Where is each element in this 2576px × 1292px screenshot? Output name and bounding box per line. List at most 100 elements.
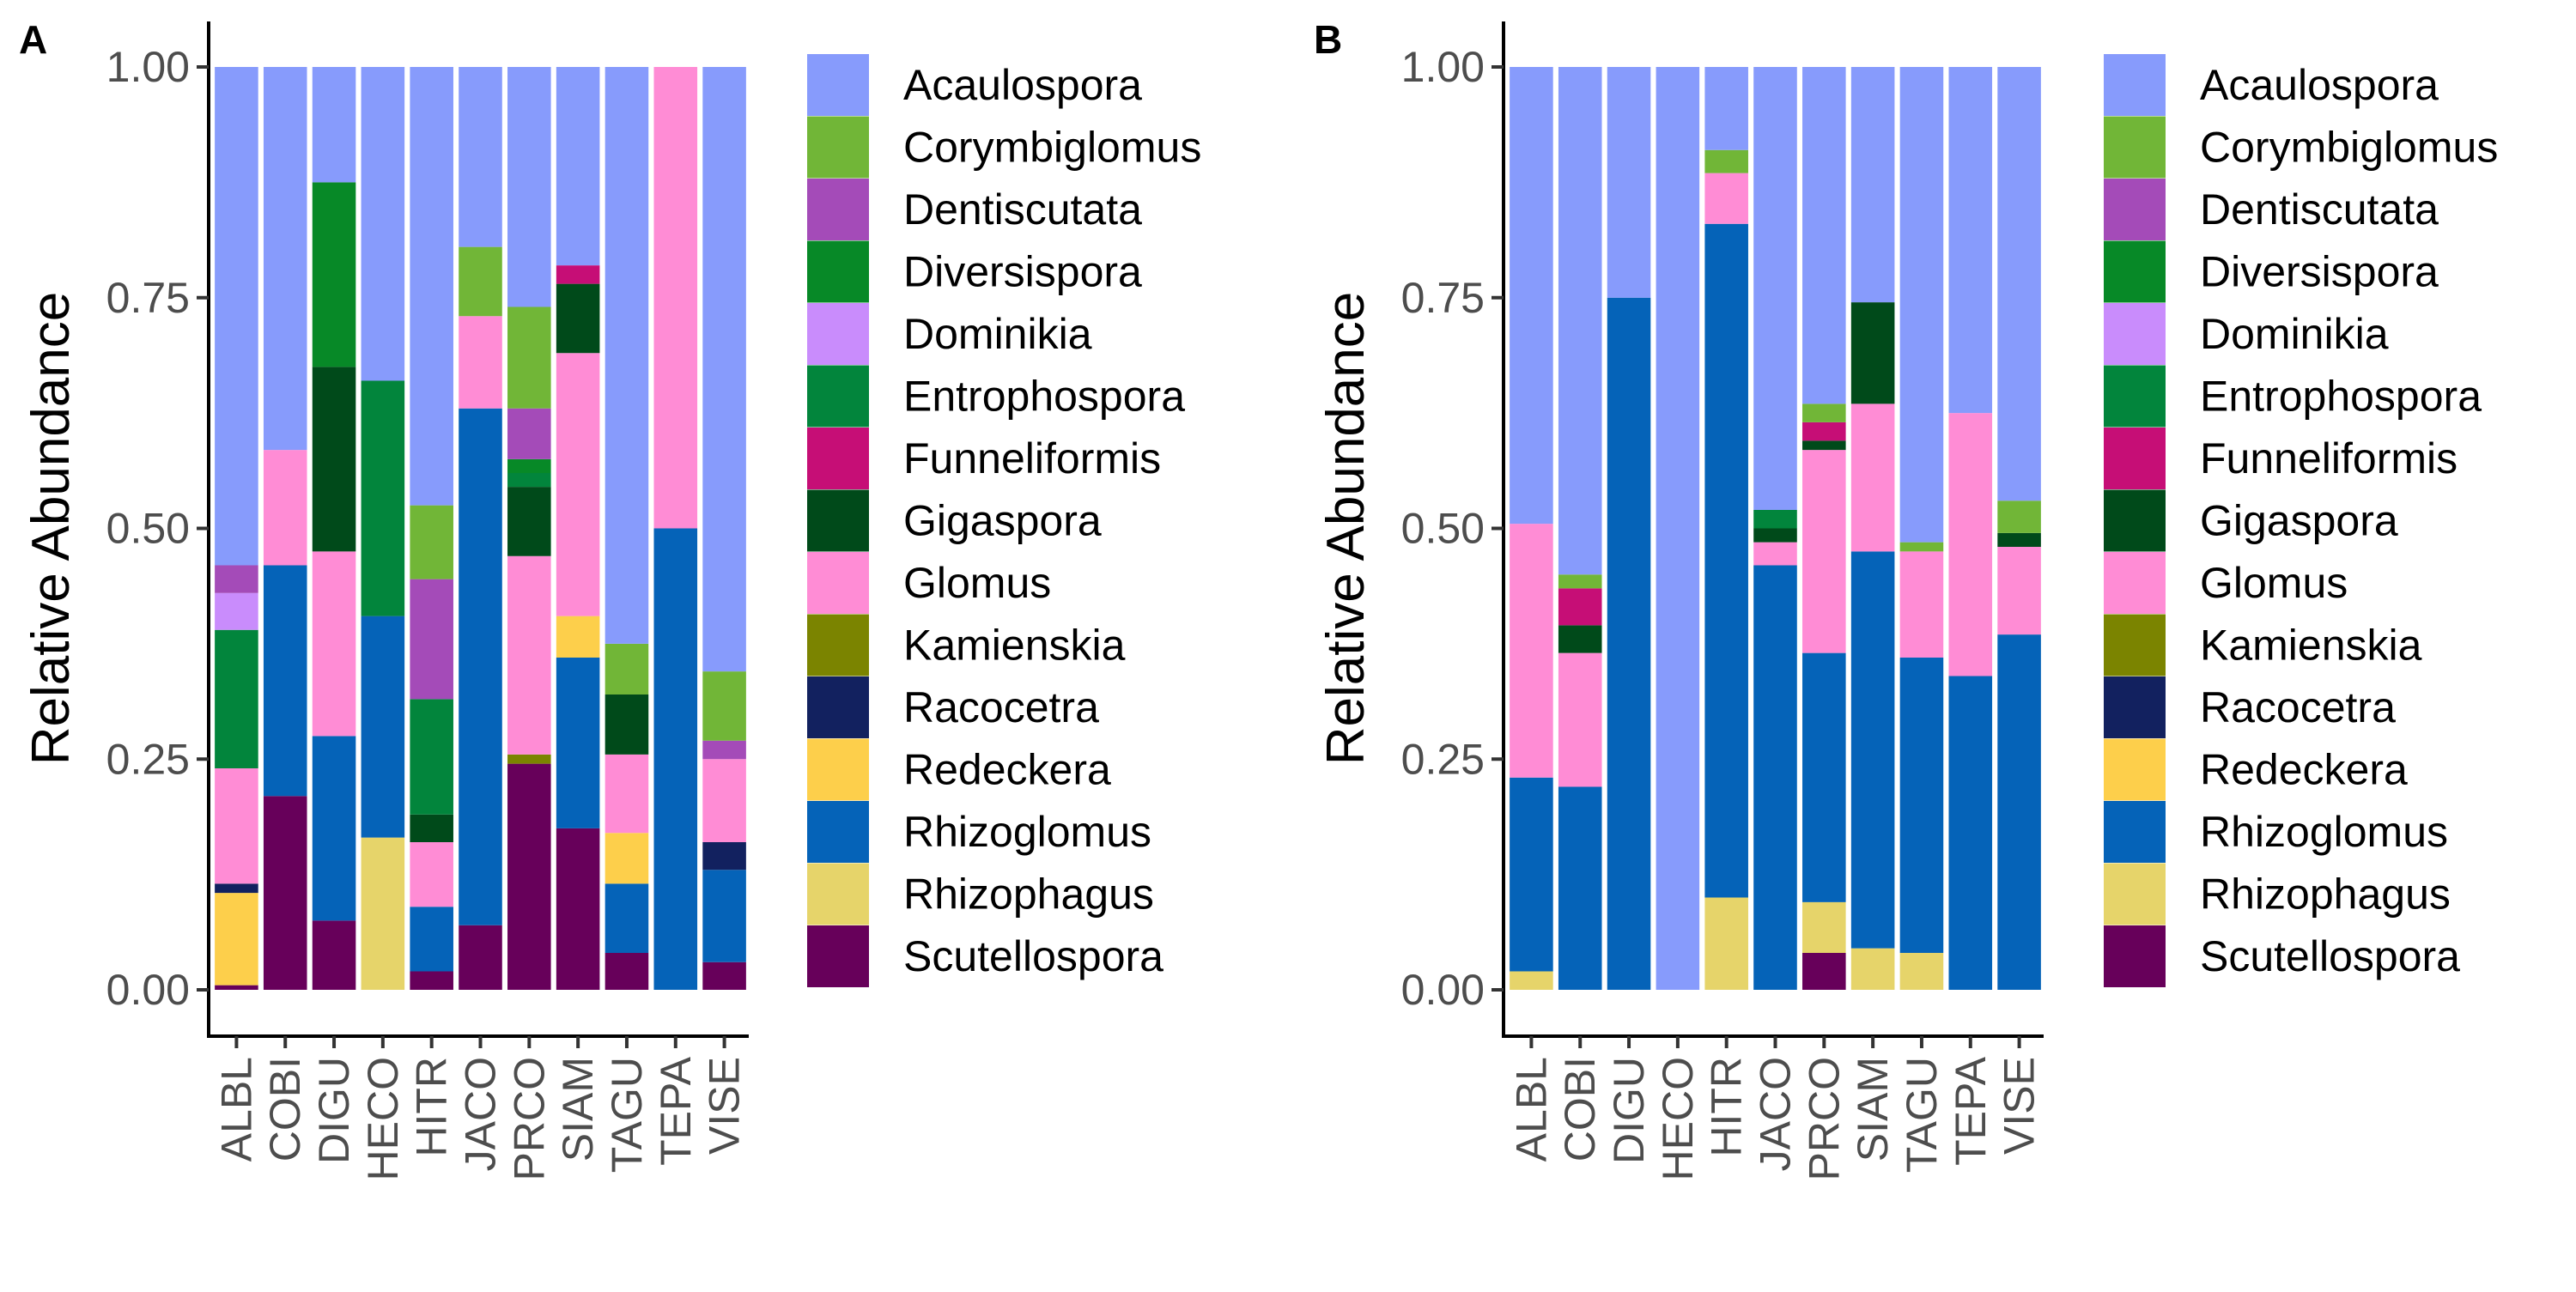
bar-segment-jaco-scutellospora [459, 925, 502, 990]
x-tick-label-siam: SIAM [1849, 1057, 1897, 1162]
x-tick-label-cobi: COBI [261, 1057, 309, 1162]
legend-label-scutellospora: Scutellospora [2200, 932, 2460, 980]
bar-segment-vise-rhizoglomus [1997, 634, 2041, 990]
legend-swatch-corymbiglomus [807, 116, 869, 179]
y-tick-label: 0.25 [106, 735, 190, 783]
bar-segment-prco-kamienskia [507, 754, 551, 764]
legend-label-dentiscutata: Dentiscutata [903, 185, 1142, 234]
bar-segment-siam-rhizoglomus [556, 658, 600, 828]
bar-segment-tagu-glomus [605, 754, 649, 834]
bar-segment-hitr-glomus [1704, 173, 1748, 224]
bar-segment-siam-rhizophagus [1850, 948, 1895, 990]
bar-segment-albl-entrophospora [215, 629, 258, 768]
bar-segment-siam-redeckera [556, 616, 600, 658]
bar-segment-vise-acaulospora [1997, 67, 2041, 501]
bar-segment-prco-rhizoglomus [1802, 652, 1846, 902]
bar-segment-tagu-rhizophagus [1899, 953, 1944, 990]
bar-segment-vise-dentiscutata [702, 740, 746, 760]
legend-swatch-gigaspora [2104, 489, 2166, 552]
legend-label-corymbiglomus: Corymbiglomus [2200, 124, 2498, 172]
legend-swatch-diversispora [2104, 240, 2166, 303]
x-tick-label-vise: VISE [1996, 1057, 2044, 1155]
legend-swatch-racocetra [2104, 676, 2166, 738]
bar-segment-prco-corymbiglomus [1802, 403, 1846, 422]
bar-segment-tagu-rhizoglomus [605, 883, 649, 953]
x-tick-label-heco: HECO [1654, 1057, 1702, 1180]
bar-segment-tepa-acaulospora [1948, 67, 1993, 414]
x-tick-label-albl: ALBL [212, 1057, 260, 1162]
y-tick-label: 1.00 [1401, 43, 1485, 91]
bar-segment-heco-entrophospora [361, 380, 405, 616]
x-tick-label-hitr: HITR [1703, 1057, 1751, 1157]
y-axis-label: Relative Abundance [21, 292, 81, 766]
bar-segment-hitr-corymbiglomus [1704, 149, 1748, 173]
bar-segment-jaco-acaulospora [1753, 67, 1797, 510]
bar-segment-siam-gigaspora [1850, 302, 1895, 404]
legend-swatch-racocetra [807, 676, 869, 738]
bar-segment-tagu-corymbiglomus [1899, 542, 1944, 552]
bar-segment-cobi-glomus [263, 450, 307, 566]
bar-segment-hitr-glomus [410, 842, 453, 907]
legend-label-acaulospora: Acaulospora [2200, 61, 2439, 109]
bar-segment-jaco-glomus [1753, 542, 1797, 566]
legend-label-rhizophagus: Rhizophagus [903, 870, 1154, 919]
bar-segment-prco-acaulospora [1802, 67, 1846, 404]
x-tick-label-jaco: JACO [1752, 1057, 1800, 1171]
legend-swatch-dominikia [807, 303, 869, 365]
bar-segment-siam-rhizoglomus [1850, 551, 1895, 949]
bar-segment-heco-acaulospora [361, 67, 405, 381]
y-tick-label: 0.75 [106, 274, 190, 322]
legend-swatch-entrophospora [2104, 365, 2166, 428]
legend-swatch-rhizophagus [807, 863, 869, 925]
legend-swatch-dominikia [2104, 303, 2166, 365]
bar-segment-tagu-rhizoglomus [1899, 658, 1944, 953]
bar-segment-jaco-rhizoglomus [1753, 565, 1797, 990]
y-axis-label: Relative Abundance [1316, 292, 1376, 766]
legend-swatch-acaulospora [807, 54, 869, 116]
bar-segment-hitr-gigaspora [410, 814, 453, 842]
panel-b: B Relative Abundance 0.00 0.25 0.50 0.75 1.00 A… [1314, 17, 2498, 1180]
bar-segment-heco-rhizoglomus [361, 616, 405, 838]
bar-segment-tagu-glomus [1899, 551, 1944, 658]
bar-segment-cobi-acaulospora [1558, 67, 1602, 575]
bar-segment-digu-rhizoglomus [1607, 297, 1651, 990]
legend-label-rhizoglomus: Rhizoglomus [903, 808, 1151, 856]
legend-label-kamienskia: Kamienskia [903, 622, 1126, 670]
legend-swatch-scutellospora [2104, 925, 2166, 987]
x-tick-label-cobi: COBI [1556, 1057, 1604, 1162]
legend-label-redeckera: Redeckera [2200, 746, 2408, 794]
bar-segment-albl-glomus [215, 768, 258, 884]
bar-segment-siam-scutellospora [556, 828, 600, 990]
bar-segment-digu-glomus [312, 551, 356, 737]
legend-label-gigaspora: Gigaspora [903, 497, 1102, 545]
bar-segment-albl-scutellospora [215, 985, 258, 990]
legend-label-dominikia: Dominikia [903, 310, 1092, 358]
bar-segment-heco-rhizophagus [361, 837, 405, 990]
legend-swatch-glomus [2104, 552, 2166, 614]
legend-label-diversispora: Diversispora [2200, 248, 2439, 296]
legend-swatch-redeckera [2104, 738, 2166, 801]
bar-segment-jaco-glomus [459, 316, 502, 409]
bar-segment-albl-dominikia [215, 592, 258, 630]
x-tick-label-tagu: TAGU [1898, 1057, 1946, 1173]
x-tick-label-prco: PRCO [1800, 1057, 1848, 1180]
bar-segment-hitr-scutellospora [410, 971, 453, 990]
x-tick-label-vise: VISE [701, 1057, 749, 1155]
bar-segment-albl-rhizoglomus [1510, 777, 1553, 972]
legend-swatch-funneliformis [807, 428, 869, 489]
bar-segment-siam-acaulospora [556, 67, 600, 266]
bar-segment-digu-acaulospora [1607, 67, 1651, 298]
bars [215, 67, 746, 990]
panel-label: B [1314, 17, 1342, 62]
x-tick-label-digu: DIGU [310, 1057, 358, 1164]
bar-segment-prco-gigaspora [507, 487, 551, 556]
legend-label-glomus: Glomus [2200, 559, 2348, 607]
bar-segment-vise-rhizoglomus [702, 870, 746, 962]
bar-segment-vise-acaulospora [702, 67, 746, 672]
y-tick-label: 0.25 [1401, 735, 1485, 783]
legend-label-rhizophagus: Rhizophagus [2200, 870, 2451, 919]
bar-segment-cobi-rhizoglomus [263, 565, 307, 797]
bar-segment-tepa-rhizoglomus [1948, 676, 1993, 990]
bar-segment-hitr-acaulospora [410, 67, 453, 506]
